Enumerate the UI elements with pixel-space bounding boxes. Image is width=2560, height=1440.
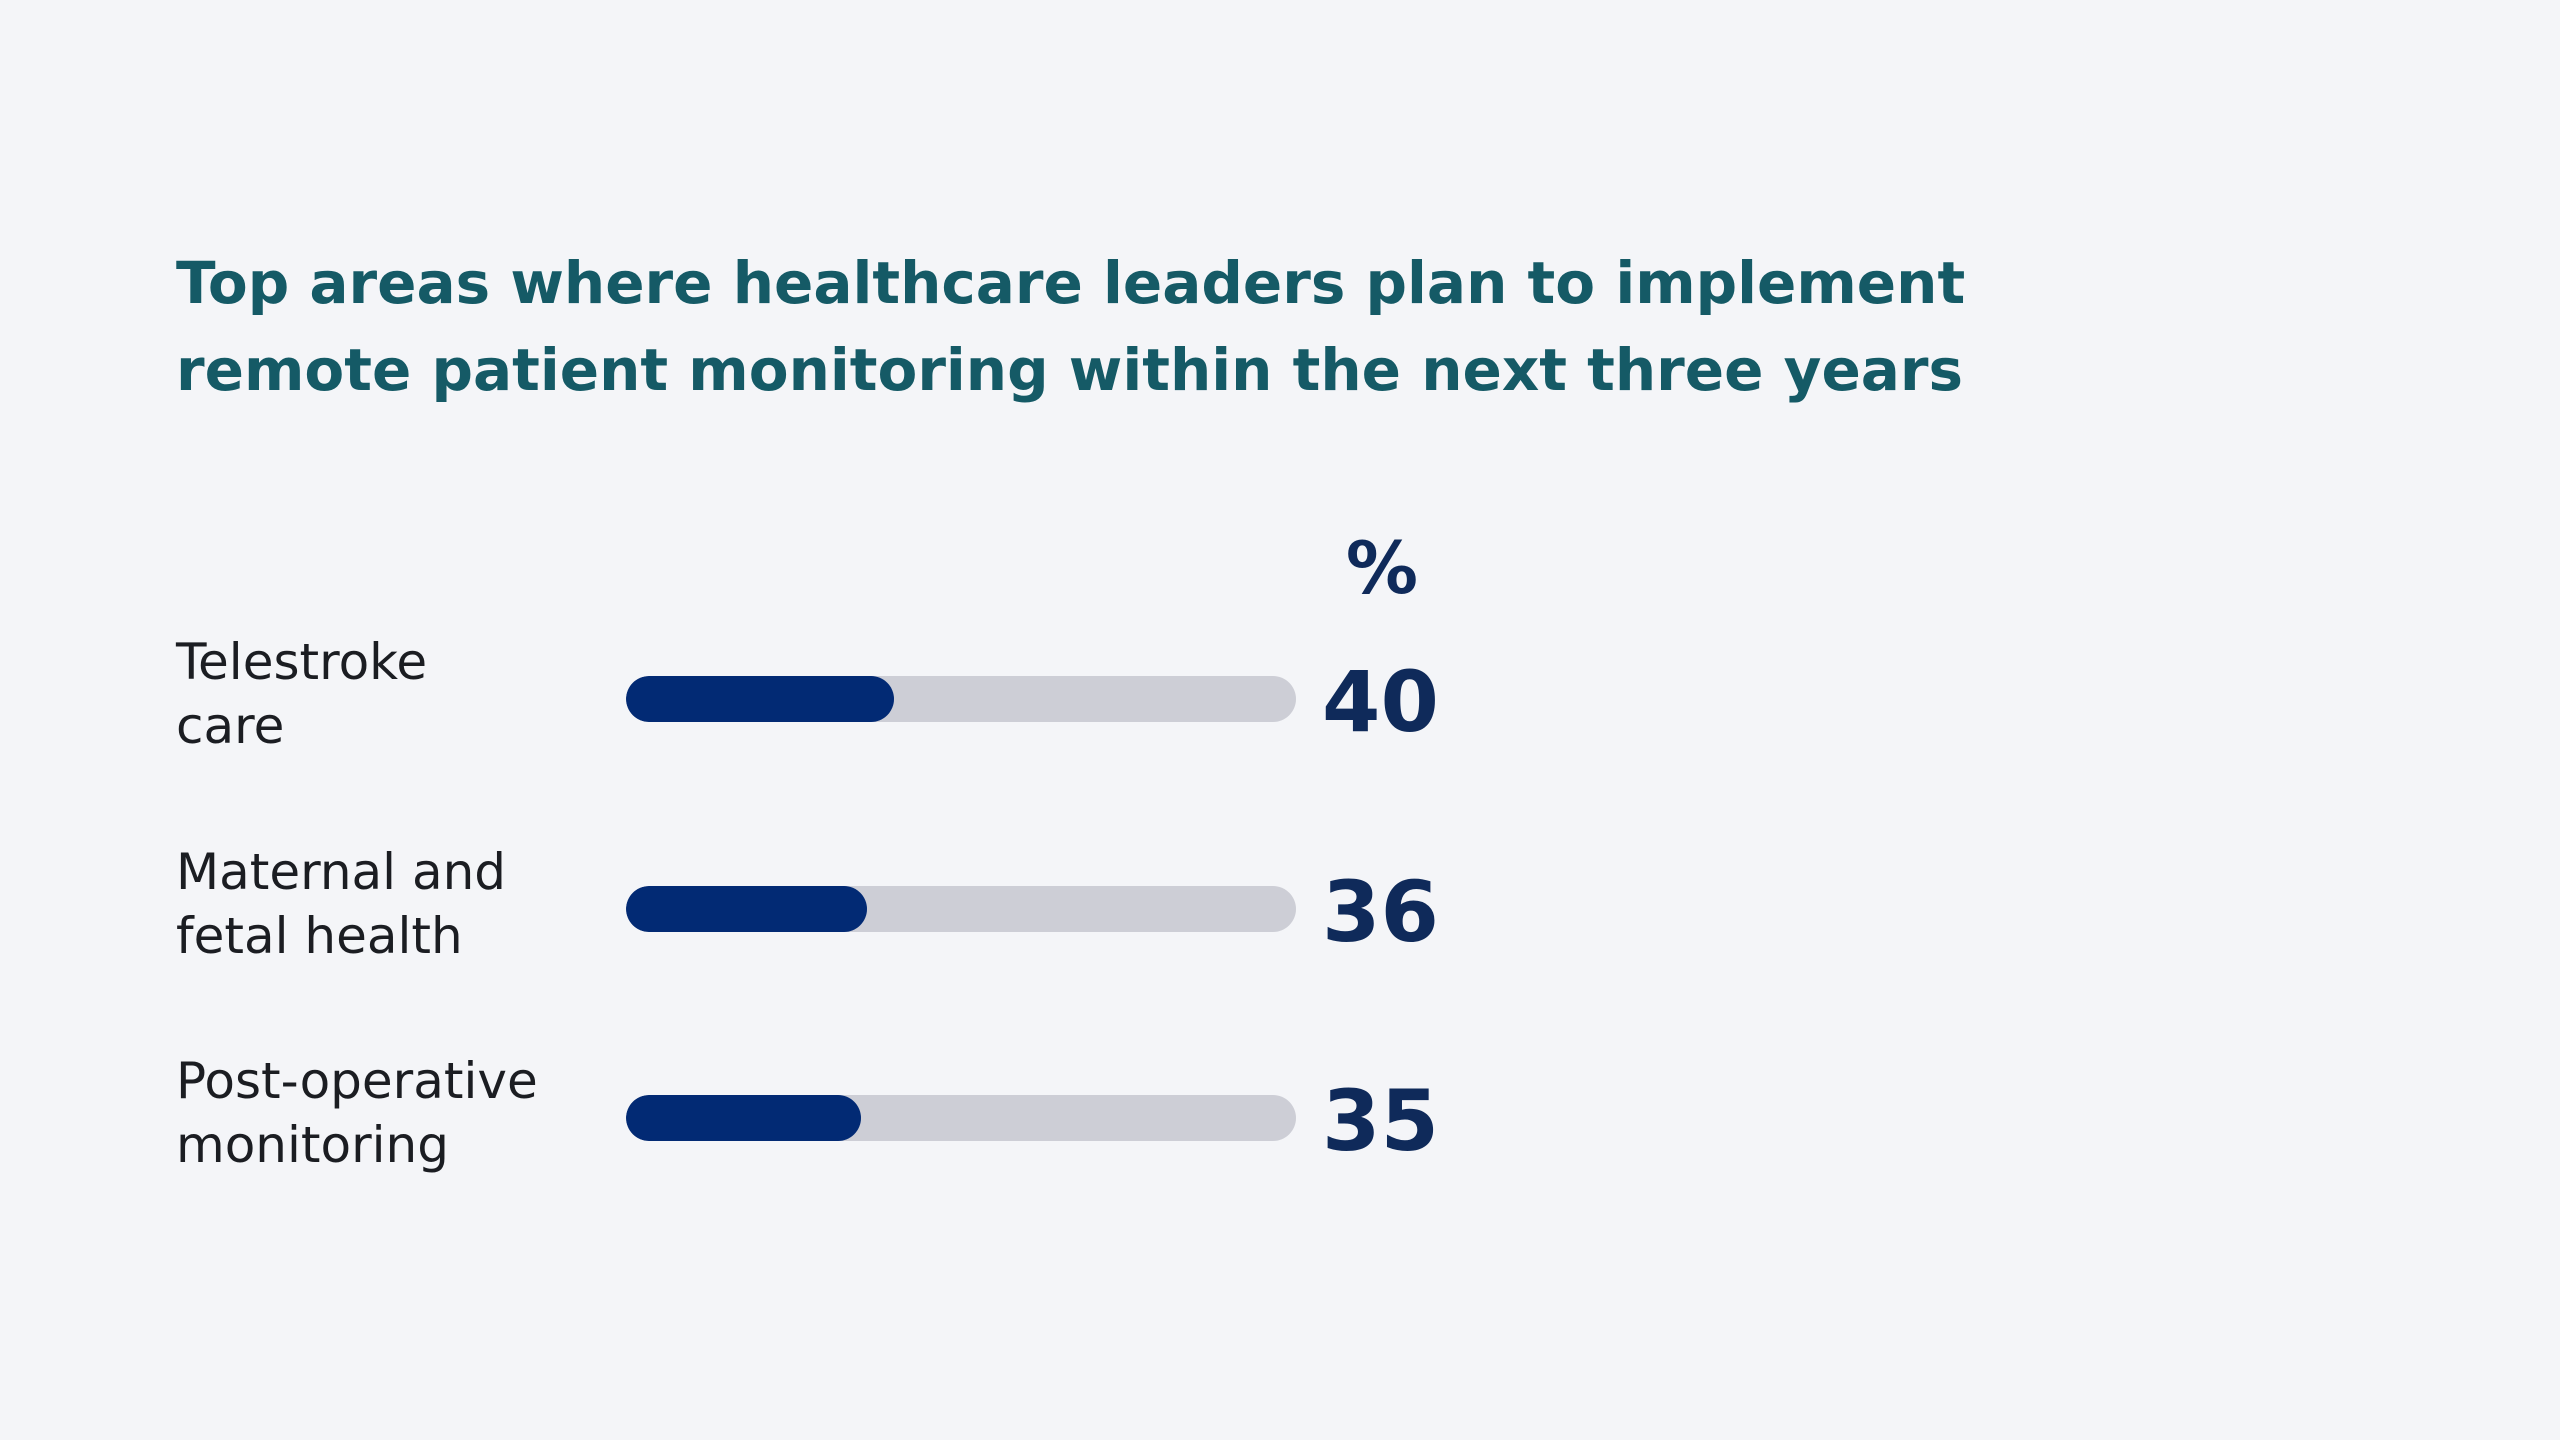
chart-title-line-1: Top areas where healthcare leaders plan … bbox=[176, 249, 1966, 317]
bar-row-telestroke: Telestroke care 40 bbox=[0, 630, 2560, 770]
bar-track bbox=[626, 1095, 1296, 1141]
bar-track bbox=[626, 676, 1296, 722]
bar-fill bbox=[626, 886, 868, 932]
bar-label-line-2: monitoring bbox=[176, 1116, 449, 1174]
bar-label-line-2: fetal health bbox=[176, 907, 463, 965]
bar-fill bbox=[626, 676, 894, 722]
unit-label: % bbox=[1345, 526, 1419, 610]
bar-label-line-1: Post-operative bbox=[176, 1052, 538, 1110]
bar-row-maternal-fetal-health: Maternal and fetal health 36 bbox=[0, 840, 2560, 980]
bar-value: 35 bbox=[1322, 1072, 1439, 1170]
bar-label: Post-operative monitoring bbox=[176, 1049, 616, 1177]
bar-track bbox=[626, 886, 1296, 932]
bar-label-line-2: care bbox=[176, 697, 285, 755]
bar-label-line-1: Telestroke bbox=[176, 633, 428, 691]
bar-row-post-operative-monitoring: Post-operative monitoring 35 bbox=[0, 1049, 2560, 1189]
bar-label: Telestroke care bbox=[176, 630, 616, 758]
bar-fill bbox=[626, 1095, 861, 1141]
bar-value: 36 bbox=[1322, 863, 1439, 961]
bar-label-line-1: Maternal and bbox=[176, 843, 507, 901]
chart-title: Top areas where healthcare leaders plan … bbox=[176, 240, 1976, 414]
chart-title-line-2: remote patient monitoring within the nex… bbox=[176, 336, 1964, 404]
bar-label: Maternal and fetal health bbox=[176, 840, 616, 968]
bar-value: 40 bbox=[1322, 653, 1439, 751]
